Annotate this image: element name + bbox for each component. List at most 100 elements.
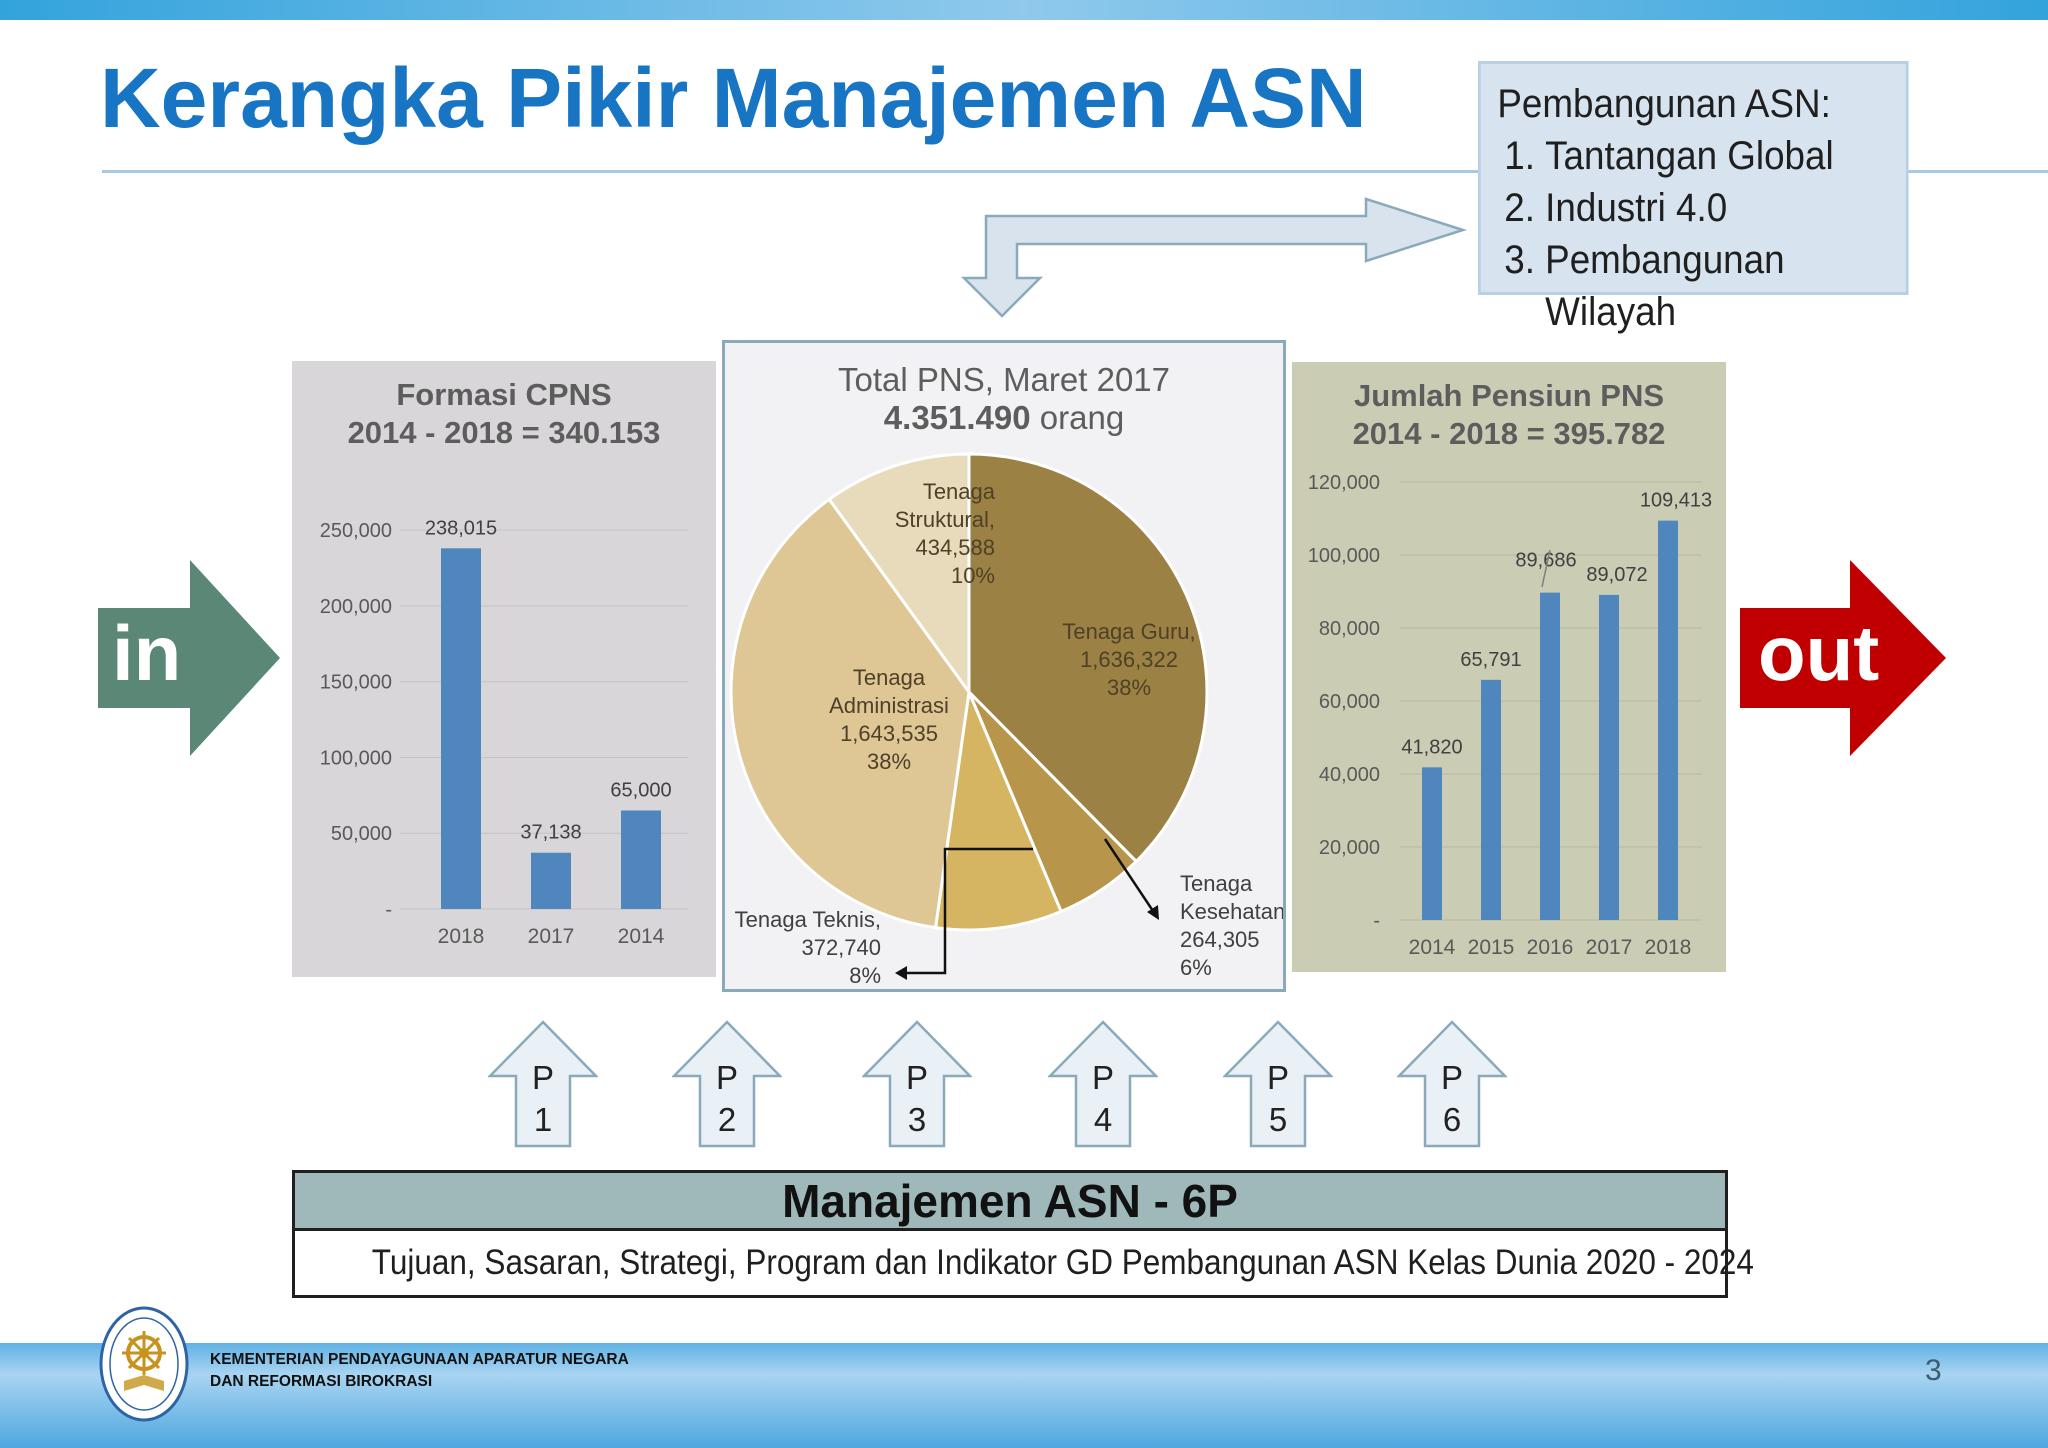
- p-arrow-letter: P: [905, 1059, 928, 1096]
- pembangunan-list: Tantangan Global Industri 4.0 Pembanguna…: [1497, 130, 1905, 338]
- up-arrow-icon: [1223, 1020, 1333, 1148]
- formasi-chart: - 50,000 100,000 150,000 200,000 250,000 238,0…: [320, 517, 688, 948]
- total-pns-unit: orang: [1039, 399, 1125, 436]
- bar: [1540, 592, 1560, 920]
- p-arrow-number: 6: [1442, 1101, 1462, 1138]
- up-arrow-icon: [1048, 1020, 1158, 1148]
- y-tick-label: 200,000: [320, 596, 392, 618]
- pie-label-line: Kesehatan,: [1180, 899, 1283, 924]
- pie-label-line: Administrasi: [829, 693, 949, 718]
- data-label: 109,413: [1640, 490, 1712, 512]
- y-tick-label: 60,000: [1319, 691, 1380, 713]
- bar: [1599, 594, 1619, 920]
- pensiun-title-line2: 2014 - 2018 = 395.782: [1352, 416, 1666, 451]
- y-tick-label: 40,000: [1319, 764, 1380, 786]
- p-arrow-number: 2: [717, 1101, 737, 1138]
- p-arrow-letter: P: [1440, 1059, 1463, 1096]
- pembangunan-box: Pembangunan ASN: Tantangan Global Indust…: [1478, 61, 1909, 334]
- kesehatan-leader-line: [1103, 838, 1155, 912]
- teknis-leader-line: [905, 847, 1033, 975]
- data-label: 238,015: [425, 517, 497, 539]
- bar: [441, 548, 481, 909]
- bar: [621, 810, 661, 909]
- up-arrow-icon: [488, 1020, 598, 1148]
- data-label: 37,138: [520, 822, 581, 844]
- pie-label-line: 1,643,535: [840, 721, 938, 746]
- in-arrow: [98, 560, 280, 756]
- up-arrow-icon: [1397, 1020, 1507, 1148]
- p-arrow-number: 3: [907, 1101, 927, 1138]
- p-arrow-number: 1: [533, 1101, 553, 1138]
- p-arrow-number: 4: [1093, 1101, 1113, 1138]
- pie-label-line: 1,636,322: [1080, 647, 1178, 672]
- pembangunan-item: Pembangunan Wilayah: [1545, 234, 1906, 338]
- p-arrow-1: P 1: [488, 1020, 598, 1148]
- manajemen-asn-table: Manajemen ASN - 6P Tujuan, Sasaran, Stra…: [292, 1170, 1754, 1298]
- pie-slice: [729, 497, 971, 930]
- pie-slice: [967, 452, 1209, 864]
- p-arrow-4: P 4: [1048, 1020, 1158, 1148]
- data-label: 65,000: [610, 780, 671, 802]
- x-tick-label: 2014: [1409, 936, 1456, 959]
- pie-label-line: Tenaga: [1180, 871, 1253, 896]
- footer-line2: DAN REFORMASI BIROKRASI: [210, 1373, 433, 1390]
- title-divider: [102, 170, 2048, 173]
- y-tick-label: -: [385, 899, 392, 921]
- up-arrow-icon: [672, 1020, 782, 1148]
- pie-label: Tenaga Kesehatan, 264,305 6%: [1180, 871, 1283, 980]
- pie-slice: [827, 452, 971, 697]
- pie-label-line: 6%: [1180, 955, 1212, 980]
- data-label: 41,820: [1401, 736, 1462, 758]
- pembangunan-heading: Pembangunan ASN:: [1497, 82, 1831, 126]
- x-tick-label: 2018: [1645, 936, 1692, 959]
- bar: [1658, 520, 1678, 920]
- x-tick-label: 2015: [1468, 936, 1515, 959]
- x-tick-label: 2018: [438, 925, 485, 948]
- bar: [531, 852, 571, 909]
- manajemen-asn-heading: Manajemen ASN - 6P: [295, 1173, 1725, 1231]
- pie-label-line: 38%: [1107, 675, 1151, 700]
- pensiun-panel: Jumlah Pensiun PNS 2014 - 2018 = 395.782…: [1292, 362, 1726, 972]
- pie-label-line: 8%: [849, 963, 881, 988]
- page-title: Kerangka Pikir Manajemen ASN: [100, 51, 1367, 145]
- pie-label-line: 434,588: [915, 535, 995, 560]
- pensiun-title-line1: Jumlah Pensiun PNS: [1353, 378, 1665, 413]
- bar: [1481, 679, 1501, 920]
- pembangunan-item: Tantangan Global: [1545, 130, 1906, 182]
- pie-label-line: Tenaga: [923, 479, 996, 504]
- y-tick-label: 100,000: [1308, 545, 1380, 567]
- total-pns-title: Total PNS, Maret 2017 4.351.490 orang: [725, 361, 1283, 437]
- total-pns-title-line2: 4.351.490 orang: [725, 399, 1283, 437]
- in-label: in: [112, 609, 182, 697]
- pie-label-line: 38%: [867, 749, 911, 774]
- pie-label-line: 264,305: [1180, 927, 1260, 952]
- x-tick-label: 2017: [528, 925, 575, 948]
- pie-slice: [933, 686, 1064, 932]
- up-arrow-icon: [862, 1020, 972, 1148]
- data-label: 65,791: [1460, 649, 1521, 671]
- pie-label: Tenaga Administrasi 1,643,535 38%: [829, 665, 949, 774]
- x-tick-label: 2017: [1586, 936, 1633, 959]
- data-label: 89,686: [1515, 550, 1576, 572]
- pensiun-title: Jumlah Pensiun PNS 2014 - 2018 = 395.782: [1292, 377, 1726, 453]
- pie-label-line: Tenaga: [853, 665, 926, 690]
- ministry-logo: [99, 1306, 189, 1422]
- p-arrow-letter: P: [1266, 1059, 1289, 1096]
- x-tick-label: 2014: [618, 925, 665, 948]
- y-tick-label: 50,000: [331, 823, 392, 845]
- leader-line: [1541, 549, 1551, 588]
- top-band: [0, 0, 2048, 20]
- footer-line1: KEMENTERIAN PENDAYAGUNAAN APARATUR NEGAR…: [210, 1351, 629, 1368]
- pembangunan-item: Industri 4.0: [1545, 182, 1906, 234]
- pie-label-line: Struktural,: [895, 507, 995, 532]
- p-arrow-2: P 2: [672, 1020, 782, 1148]
- y-tick-label: 80,000: [1319, 618, 1380, 640]
- p-arrow-letter: P: [1091, 1059, 1114, 1096]
- y-tick-label: 120,000: [1308, 472, 1380, 494]
- p-arrow-letter: P: [715, 1059, 738, 1096]
- p-arrow-3: P 3: [862, 1020, 972, 1148]
- p-arrow-number: 5: [1268, 1101, 1288, 1138]
- pie-label-line: 10%: [951, 563, 995, 588]
- total-pns-value: 4.351.490: [883, 399, 1031, 436]
- y-tick-label: 20,000: [1319, 837, 1380, 859]
